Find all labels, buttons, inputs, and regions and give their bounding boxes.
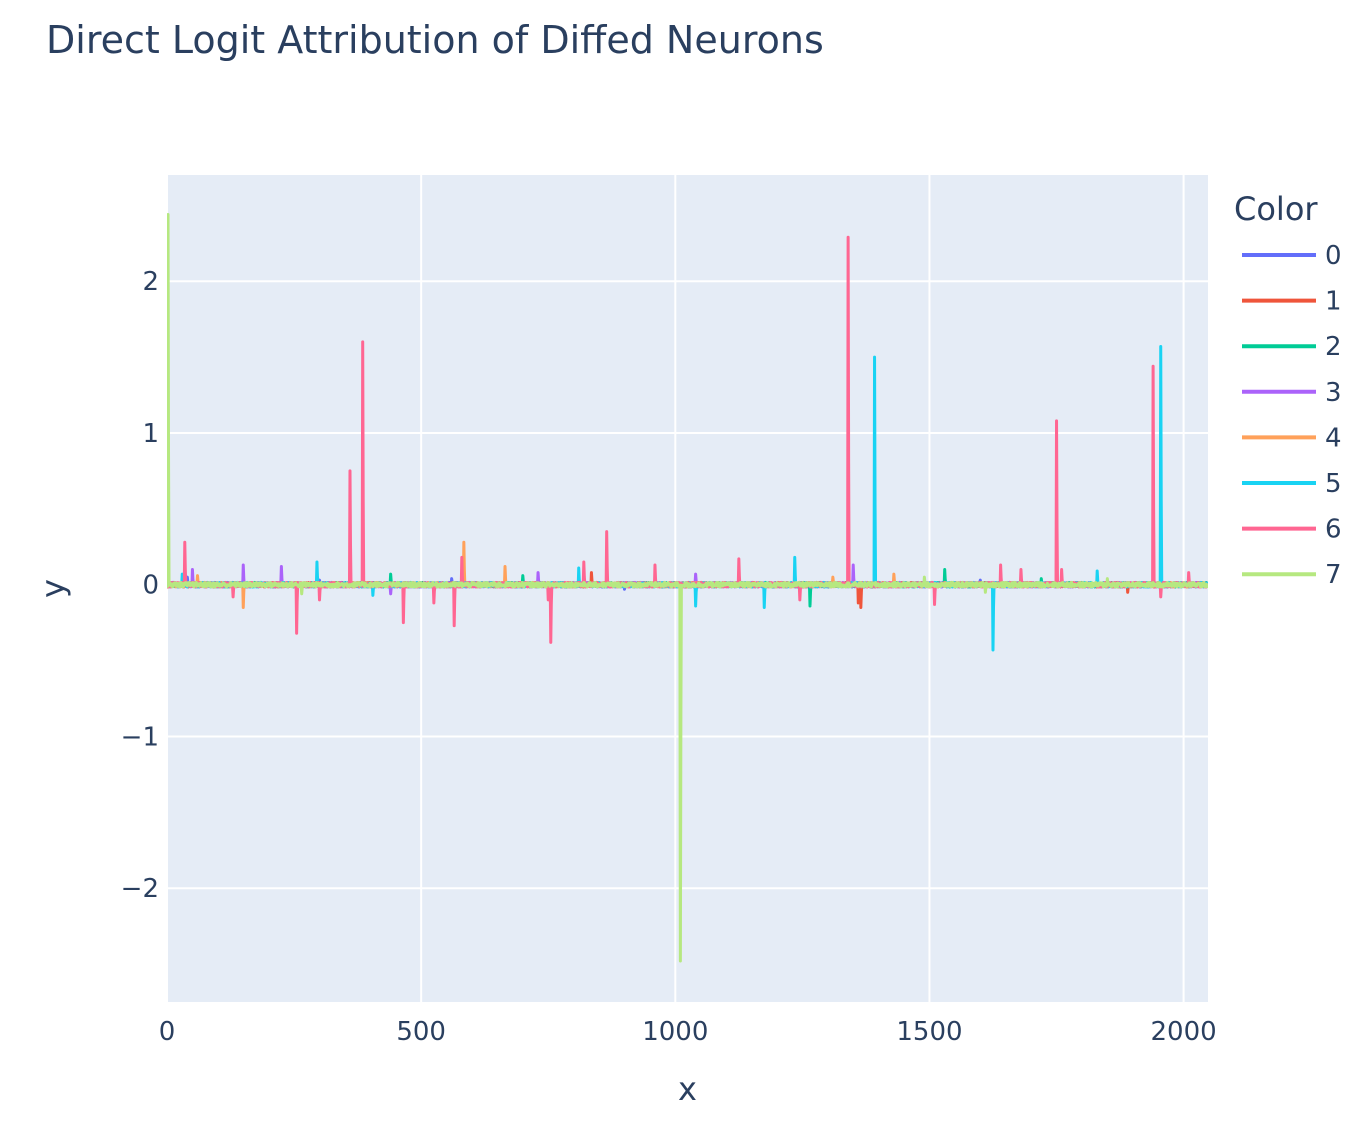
legend-title: Color — [1234, 190, 1318, 228]
x-axis-title: x — [678, 1070, 697, 1108]
legend-label-5: 5 — [1325, 469, 1342, 499]
y-axis-title: y — [34, 579, 72, 598]
legend-label-2: 2 — [1325, 332, 1342, 362]
legend-label-1: 1 — [1325, 287, 1342, 317]
x-tick-label: 2000 — [1151, 1017, 1217, 1047]
y-tick-label: 2 — [142, 267, 159, 297]
x-tick-label: 1000 — [642, 1017, 708, 1047]
y-tick-label: 0 — [142, 571, 159, 601]
chart-title: Direct Logit Attribution of Diffed Neuro… — [46, 18, 824, 62]
x-tick-label: 0 — [159, 1017, 176, 1047]
legend-label-3: 3 — [1325, 378, 1342, 408]
legend-label-7: 7 — [1325, 560, 1342, 590]
legend-label-0: 0 — [1325, 241, 1342, 271]
x-tick-label: 500 — [396, 1017, 446, 1047]
y-tick-label: −2 — [121, 874, 159, 904]
y-tick-label: −1 — [121, 722, 159, 752]
series-line-7 — [167, 212, 1208, 963]
legend-label-6: 6 — [1325, 515, 1342, 545]
y-tick-label: 1 — [142, 419, 159, 449]
x-tick-label: 1500 — [896, 1017, 962, 1047]
plot-background — [167, 175, 1208, 1002]
legend-label-4: 4 — [1325, 423, 1342, 453]
